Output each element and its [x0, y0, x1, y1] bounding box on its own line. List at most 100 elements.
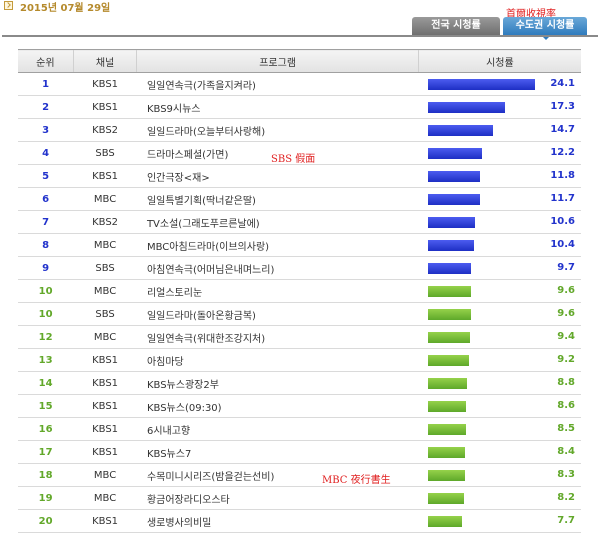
rating-bar [428, 286, 472, 297]
rank-cell: 10 [18, 302, 74, 326]
rank-cell: 4 [18, 141, 74, 165]
rating-value: 11.8 [550, 170, 575, 181]
program-cell: 드라마스페셜(가면) [136, 141, 419, 165]
program-cell: 일일연속극(가족을지켜라) [136, 72, 419, 96]
rank-cell: 13 [18, 348, 74, 372]
channel-cell: SBS [73, 256, 137, 280]
rating-value: 9.2 [557, 354, 575, 365]
channel-cell: MBC [73, 463, 137, 487]
rating-cell: 9.7 [418, 256, 581, 280]
ratings-panel [2, 35, 598, 537]
rating-cell: 8.8 [418, 371, 581, 395]
program-cell: 생로병사의비밀 [136, 509, 419, 533]
table-row: 16 KBS1 6시내고향 8.5 [18, 417, 581, 441]
table-row: 10 MBC 리얼스토리눈 9.6 [18, 279, 581, 303]
rank-cell: 15 [18, 394, 74, 418]
channel-cell: KBS2 [73, 118, 137, 142]
table-row: 18 MBC 수목미니시리즈(밤을걷는선비) 8.3 [18, 463, 581, 487]
rating-cell: 14.7 [418, 118, 581, 142]
rating-bar [428, 447, 466, 458]
header-channel: 채널 [72, 49, 137, 73]
rating-cell: 11.8 [418, 164, 581, 188]
channel-cell: KBS1 [73, 509, 137, 533]
checkbox-icon [4, 1, 13, 10]
channel-cell: KBS1 [73, 417, 137, 441]
date-header: 2015년 07월 29일 [0, 0, 600, 14]
channel-cell: SBS [73, 302, 137, 326]
rating-cell: 8.2 [418, 486, 581, 510]
rank-cell: 19 [18, 486, 74, 510]
channel-cell: SBS [73, 141, 137, 165]
annotation-mbc: MBC 夜行書生 [322, 475, 391, 486]
rating-bar [428, 171, 481, 182]
rating-cell: 12.2 [418, 141, 581, 165]
rating-cell: 8.5 [418, 417, 581, 441]
rating-bar [428, 332, 471, 343]
rating-bar [428, 148, 483, 159]
rating-value: 17.3 [550, 101, 575, 112]
rating-bar [428, 424, 467, 435]
channel-cell: MBC [73, 486, 137, 510]
rating-cell: 11.7 [418, 187, 581, 211]
tab-national-ratings[interactable]: 전국 시청률 [412, 17, 500, 35]
rank-cell: 16 [18, 417, 74, 441]
rank-cell: 2 [18, 95, 74, 119]
rating-bar [428, 470, 466, 481]
table-row: 9 SBS 아침연속극(어머님은내며느리) 9.7 [18, 256, 581, 280]
table-row: 12 MBC 일일연속극(위대한조강지처) 9.4 [18, 325, 581, 349]
table-row: 19 MBC 황금어장라디오스타 8.2 [18, 486, 581, 510]
rating-value: 9.7 [557, 262, 575, 273]
table-row: 6 MBC 일일특별기획(딱너같은딸) 11.7 [18, 187, 581, 211]
rank-cell: 1 [18, 72, 74, 96]
rating-value: 9.4 [557, 331, 575, 342]
rank-cell: 7 [18, 210, 74, 234]
rating-bar [428, 493, 465, 504]
channel-cell: MBC [73, 279, 137, 303]
rating-value: 8.4 [557, 446, 575, 457]
table-row: 8 MBC MBC아침드라마(이브의사랑) 10.4 [18, 233, 581, 257]
rating-cell: 8.3 [418, 463, 581, 487]
program-cell: 아침마당 [136, 348, 419, 372]
rating-value: 11.7 [550, 193, 575, 204]
rating-cell: 8.6 [418, 394, 581, 418]
table-row: 17 KBS1 KBS뉴스7 8.4 [18, 440, 581, 464]
header-rating: 시청률 [417, 49, 581, 73]
rating-cell: 9.4 [418, 325, 581, 349]
rank-cell: 8 [18, 233, 74, 257]
table-row: 15 KBS1 KBS뉴스(09:30) 8.6 [18, 394, 581, 418]
rating-bar [428, 102, 506, 113]
rank-cell: 9 [18, 256, 74, 280]
channel-cell: KBS1 [73, 348, 137, 372]
table-header-row: 순위 채널 프로그램 시청률 [18, 49, 581, 73]
header-program: 프로그램 [136, 49, 419, 73]
rating-value: 8.8 [557, 377, 575, 388]
program-cell: 일일드라마(오늘부터사랑해) [136, 118, 419, 142]
table-row: 7 KBS2 TV소설(그래도푸르른날에) 10.6 [18, 210, 581, 234]
rating-bar [428, 355, 470, 366]
rating-cell: 9.6 [418, 279, 581, 303]
rating-cell: 9.6 [418, 302, 581, 326]
table-row: 4 SBS 드라마스페셜(가면) 12.2 [18, 141, 581, 165]
rating-bar [428, 217, 476, 228]
rating-bar [428, 378, 468, 389]
rank-cell: 12 [18, 325, 74, 349]
program-cell: 황금어장라디오스타 [136, 486, 419, 510]
program-cell: KBS9시뉴스 [136, 95, 419, 119]
header-rank: 순위 [18, 49, 74, 73]
ratings-table: 순위 채널 프로그램 시청률 1 KBS1 일일연속극(가족을지켜라) 24.1 2 KB… [18, 49, 581, 533]
rank-cell: 6 [18, 187, 74, 211]
rank-cell: 10 [18, 279, 74, 303]
annotation-seoul-ratings: 首爾收視率 [506, 9, 556, 20]
rating-value: 10.6 [550, 216, 575, 227]
tab-metro-ratings[interactable]: 수도권 시청률 [503, 17, 587, 40]
rating-bar [428, 401, 467, 412]
date-label: 2015년 07월 29일 [20, 3, 111, 14]
program-cell: TV소설(그래도푸르른날에) [136, 210, 419, 234]
program-cell: 일일연속극(위대한조강지처) [136, 325, 419, 349]
rating-value: 10.4 [550, 239, 575, 250]
program-cell: 인간극장<재> [136, 164, 419, 188]
program-cell: 6시내고향 [136, 417, 419, 441]
rating-value: 9.6 [557, 308, 575, 319]
annotation-sbs: SBS 假面 [271, 154, 316, 165]
rating-value: 14.7 [550, 124, 575, 135]
